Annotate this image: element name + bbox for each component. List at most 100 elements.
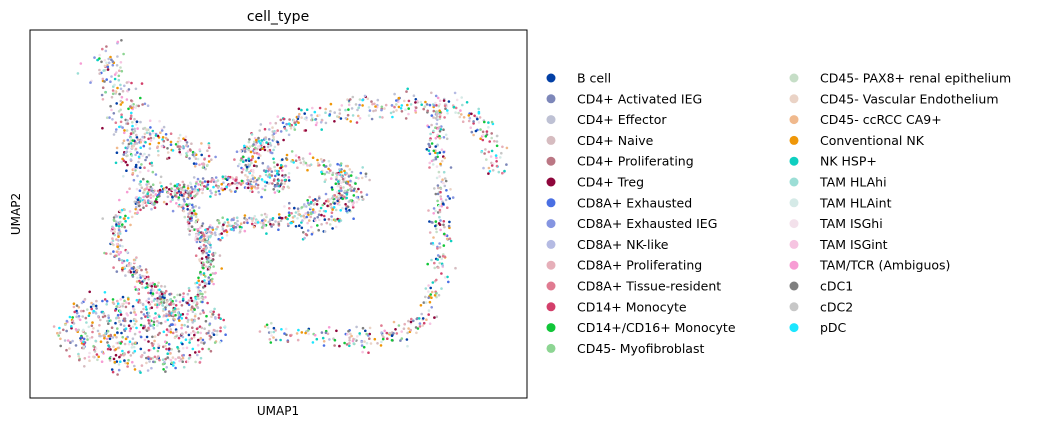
scatter-point bbox=[221, 236, 224, 240]
scatter-point bbox=[251, 190, 254, 193]
scatter-point bbox=[166, 138, 169, 142]
scatter-point bbox=[355, 200, 359, 204]
scatter-point bbox=[483, 120, 486, 124]
scatter-point bbox=[180, 323, 184, 327]
legend-marker bbox=[789, 115, 799, 125]
scatter-point bbox=[133, 368, 137, 371]
scatter-point bbox=[268, 128, 271, 131]
legend-marker bbox=[789, 198, 799, 208]
scatter-point bbox=[123, 208, 126, 212]
scatter-point bbox=[397, 324, 401, 327]
scatter-point bbox=[208, 266, 211, 270]
scatter-point bbox=[150, 285, 154, 288]
scatter-point bbox=[202, 263, 205, 267]
scatter-point bbox=[343, 189, 347, 193]
scatter-point bbox=[201, 177, 205, 180]
scatter-point bbox=[337, 180, 340, 183]
scatter-point bbox=[478, 116, 482, 119]
scatter-point bbox=[196, 229, 200, 233]
scatter-point bbox=[116, 327, 119, 330]
scatter-point bbox=[107, 334, 110, 338]
scatter-point bbox=[280, 328, 283, 331]
scatter-point bbox=[166, 356, 169, 359]
scatter-point bbox=[361, 104, 364, 107]
scatter-point bbox=[337, 182, 341, 185]
scatter-point bbox=[206, 187, 209, 190]
scatter-point bbox=[196, 331, 200, 334]
scatter-point bbox=[311, 116, 314, 120]
scatter-point bbox=[187, 333, 191, 337]
scatter-point bbox=[193, 187, 197, 191]
scatter-point bbox=[196, 353, 199, 357]
scatter-point bbox=[156, 349, 160, 353]
scatter-point bbox=[58, 326, 61, 330]
scatter-point bbox=[77, 314, 81, 318]
scatter-point bbox=[327, 167, 330, 171]
scatter-point bbox=[156, 333, 160, 337]
scatter-point bbox=[168, 347, 171, 351]
scatter-point bbox=[107, 316, 110, 320]
scatter-point bbox=[248, 189, 252, 193]
legend-label: NK HSP+ bbox=[820, 154, 877, 169]
scatter-point bbox=[165, 347, 168, 351]
scatter-point bbox=[115, 250, 119, 253]
scatter-point bbox=[432, 158, 435, 162]
scatter-point bbox=[153, 355, 157, 359]
scatter-point bbox=[116, 245, 119, 248]
scatter-point bbox=[274, 329, 277, 332]
scatter-point bbox=[202, 342, 206, 345]
scatter-point bbox=[336, 197, 340, 200]
scatter-point bbox=[208, 235, 212, 239]
scatter-point bbox=[98, 72, 101, 75]
scatter-point bbox=[85, 334, 89, 338]
scatter-point bbox=[285, 157, 288, 160]
scatter-point bbox=[286, 340, 290, 344]
scatter-point bbox=[131, 124, 134, 128]
scatter-point bbox=[169, 143, 173, 146]
scatter-point bbox=[320, 119, 324, 122]
scatter-point bbox=[446, 275, 449, 279]
scatter-point bbox=[171, 195, 174, 199]
scatter-point bbox=[424, 100, 427, 104]
scatter-point bbox=[195, 240, 199, 244]
scatter-point bbox=[154, 312, 157, 315]
scatter-point bbox=[274, 174, 277, 178]
scatter-point bbox=[156, 319, 159, 323]
scatter-point bbox=[167, 330, 170, 333]
scatter-point bbox=[338, 203, 341, 207]
scatter-point bbox=[220, 267, 223, 270]
scatter-point bbox=[139, 347, 143, 351]
scatter-point bbox=[433, 316, 436, 319]
scatter-point bbox=[111, 239, 115, 242]
scatter-point bbox=[233, 190, 237, 193]
scatter-point bbox=[320, 223, 323, 226]
scatter-point bbox=[349, 179, 352, 183]
scatter-point bbox=[151, 292, 155, 295]
scatter-point bbox=[265, 323, 269, 327]
scatter-point bbox=[290, 212, 293, 215]
scatter-point bbox=[257, 136, 260, 140]
scatter-point bbox=[121, 157, 124, 161]
scatter-point bbox=[331, 208, 334, 211]
scatter-point bbox=[429, 293, 433, 296]
scatter-point bbox=[501, 145, 504, 149]
scatter-point bbox=[147, 319, 150, 322]
scatter-point bbox=[178, 133, 182, 137]
scatter-point bbox=[444, 198, 448, 202]
scatter-point bbox=[247, 186, 250, 190]
scatter-point bbox=[346, 113, 350, 117]
scatter-point bbox=[150, 366, 153, 370]
scatter-point bbox=[454, 266, 457, 270]
scatter-point bbox=[116, 299, 119, 303]
scatter-point bbox=[285, 153, 289, 157]
scatter-point bbox=[111, 237, 114, 240]
scatter-point bbox=[357, 177, 360, 180]
scatter-point bbox=[152, 191, 155, 194]
scatter-point bbox=[184, 338, 188, 342]
scatter-point bbox=[75, 315, 78, 319]
scatter-point bbox=[97, 355, 100, 359]
scatter-point bbox=[432, 129, 435, 133]
scatter-point bbox=[119, 342, 122, 345]
scatter-point bbox=[90, 301, 93, 305]
scatter-point bbox=[169, 330, 173, 334]
